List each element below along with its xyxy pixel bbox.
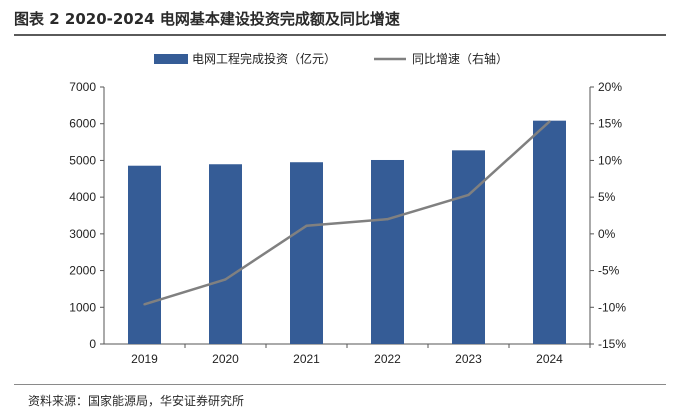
y-tick-label-left: 7000 — [69, 80, 96, 94]
y-tick-label-left: 6000 — [69, 117, 96, 131]
bar — [533, 120, 566, 345]
footer-divider — [14, 384, 666, 385]
chart: 电网工程完成投资（亿元） 同比增速（右轴） 0 1000 2000 3000 4000 5… — [69, 51, 626, 366]
y-tick-label-right: 5% — [598, 190, 616, 204]
growth-point — [224, 278, 227, 281]
legend-bar-swatch — [154, 54, 188, 64]
growth-point — [467, 193, 470, 197]
axes: 0 1000 2000 3000 4000 5000 6000 7000 -15% -10% -5%… — [69, 80, 626, 366]
legend-bar-label: 电网工程完成投资（亿元） — [192, 51, 336, 66]
y-tick-label-left: 0 — [89, 337, 96, 351]
legend-line-label: 同比增速（右轴） — [412, 51, 508, 66]
bars — [128, 120, 566, 345]
y-tick-label-right: -15% — [598, 337, 626, 351]
growth-point — [143, 303, 146, 306]
bar — [371, 159, 404, 344]
x-tick-label: 2020 — [212, 352, 239, 366]
y-tick-label-left: 1000 — [69, 300, 96, 314]
y-tick-label-left: 5000 — [69, 153, 96, 167]
y-tick-label-left: 3000 — [69, 227, 96, 241]
y-tick-label-right: -10% — [598, 300, 626, 314]
growth-line-path — [144, 120, 551, 306]
growth-point — [386, 217, 389, 221]
x-tick-label: 2024 — [536, 352, 563, 366]
y-tick-label-left: 4000 — [69, 190, 96, 204]
bar — [452, 150, 485, 344]
y-tick-label-left: 2000 — [69, 264, 96, 278]
growth-line — [143, 120, 551, 306]
y-tick-label-right: 20% — [598, 80, 622, 94]
growth-point — [548, 120, 551, 123]
bar — [290, 162, 323, 344]
chart-title: 图表 2 2020-2024 电网基本建设投资完成额及同比增速 — [14, 10, 400, 28]
bar — [128, 165, 161, 344]
x-tick-label: 2023 — [455, 352, 482, 366]
legend: 电网工程完成投资（亿元） 同比增速（右轴） — [154, 51, 508, 66]
x-tick-label: 2019 — [131, 352, 158, 366]
growth-point — [305, 224, 308, 227]
y-tick-label-right: 15% — [598, 117, 622, 131]
x-tick-label: 2022 — [374, 352, 401, 366]
y-tick-label-right: -5% — [598, 264, 620, 278]
bar — [209, 164, 242, 344]
source-note: 资料来源：国家能源局，华安证券研究所 — [28, 394, 245, 408]
x-tick-label: 2021 — [293, 352, 320, 366]
title-divider — [14, 34, 666, 36]
y-tick-label-right: 10% — [598, 153, 622, 167]
y-tick-label-right: 0% — [598, 227, 616, 241]
